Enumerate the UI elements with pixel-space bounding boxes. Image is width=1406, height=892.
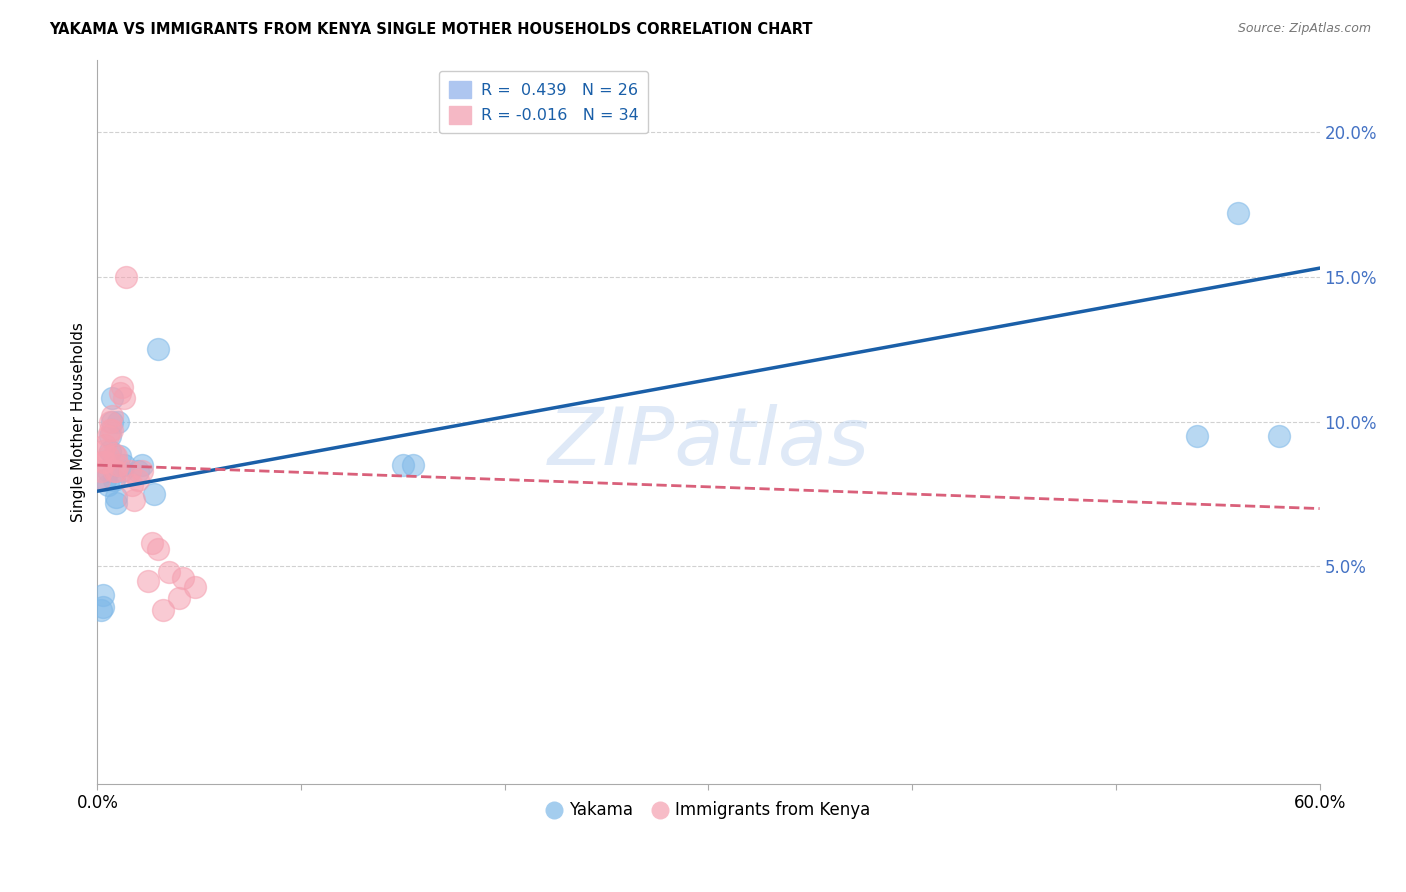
Point xyxy=(100,392,122,406)
Point xyxy=(122,492,145,507)
Point xyxy=(100,415,122,429)
Point xyxy=(98,443,121,458)
Point xyxy=(131,464,153,478)
Text: ZIPatlas: ZIPatlas xyxy=(547,404,869,483)
Point xyxy=(104,450,127,464)
Point xyxy=(402,458,425,472)
Text: YAKAMA VS IMMIGRANTS FROM KENYA SINGLE MOTHER HOUSEHOLDS CORRELATION CHART: YAKAMA VS IMMIGRANTS FROM KENYA SINGLE M… xyxy=(49,22,813,37)
Point xyxy=(107,415,129,429)
Point xyxy=(392,458,415,472)
Text: Source: ZipAtlas.com: Source: ZipAtlas.com xyxy=(1237,22,1371,36)
Point xyxy=(94,438,117,452)
Point xyxy=(94,473,117,487)
Point xyxy=(111,380,134,394)
Point xyxy=(118,464,141,478)
Point xyxy=(103,473,125,487)
Point xyxy=(127,464,149,478)
Point xyxy=(1227,206,1250,220)
Point xyxy=(172,571,194,585)
Point xyxy=(1187,429,1209,443)
Point xyxy=(103,464,125,478)
Point xyxy=(136,574,159,588)
Point xyxy=(112,458,135,472)
Point xyxy=(104,464,127,478)
Point xyxy=(96,464,118,478)
Point xyxy=(90,603,112,617)
Point xyxy=(184,580,207,594)
Point xyxy=(157,566,180,580)
Point xyxy=(90,464,112,478)
Point xyxy=(100,423,122,437)
Point xyxy=(103,446,125,460)
Point xyxy=(98,415,121,429)
Point xyxy=(107,458,129,472)
Point xyxy=(93,589,115,603)
Point xyxy=(121,478,143,492)
Point xyxy=(96,429,118,443)
Point xyxy=(141,536,163,550)
Point xyxy=(167,591,190,606)
Point xyxy=(131,458,153,472)
Point xyxy=(100,409,122,423)
Point xyxy=(93,600,115,615)
Point xyxy=(148,542,170,557)
Point xyxy=(112,392,135,406)
Point xyxy=(96,478,118,492)
Point xyxy=(104,490,127,504)
Point xyxy=(89,473,111,487)
Point xyxy=(143,487,166,501)
Y-axis label: Single Mother Households: Single Mother Households xyxy=(72,322,86,522)
Point xyxy=(96,450,118,464)
Point xyxy=(148,343,170,357)
Point xyxy=(152,603,174,617)
Point xyxy=(98,423,121,437)
Point xyxy=(111,464,134,478)
Point xyxy=(98,429,121,443)
Point xyxy=(108,385,131,400)
Point xyxy=(127,473,149,487)
Point xyxy=(115,269,138,284)
Point xyxy=(104,496,127,510)
Point xyxy=(108,450,131,464)
Point xyxy=(93,455,115,469)
Point xyxy=(93,443,115,458)
Point xyxy=(94,455,117,469)
Point xyxy=(1268,429,1291,443)
Legend: Yakama, Immigrants from Kenya: Yakama, Immigrants from Kenya xyxy=(540,795,876,826)
